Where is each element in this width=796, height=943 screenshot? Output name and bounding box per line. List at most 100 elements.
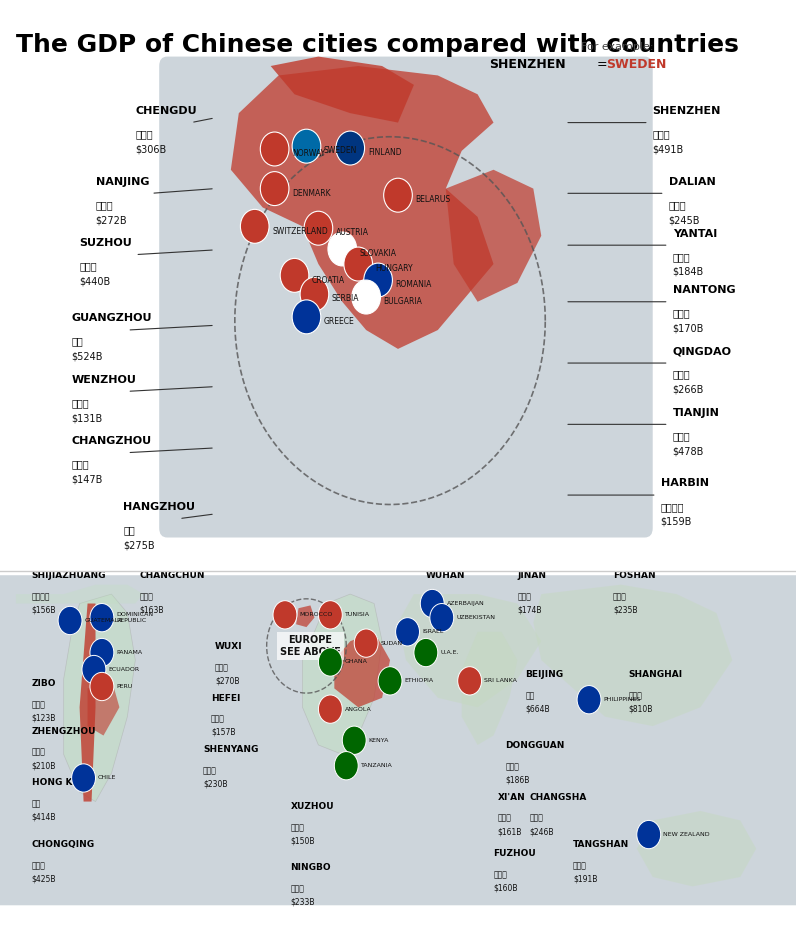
Text: ANGOLA: ANGOLA [345,706,372,712]
Text: $425B: $425B [32,874,57,884]
Circle shape [260,172,289,206]
Text: DALIAN: DALIAN [669,176,716,187]
Text: CHANGZHOU: CHANGZHOU [72,436,152,446]
Text: 南京市: 南京市 [96,200,113,210]
Text: $147B: $147B [72,474,103,485]
Circle shape [354,629,378,657]
Text: WUHAN: WUHAN [426,571,466,580]
Text: UZBEKISTAN: UZBEKISTAN [456,615,495,620]
Circle shape [72,764,96,792]
Text: PANAMA: PANAMA [116,650,142,655]
Text: 东莞市: 东莞市 [505,762,519,771]
Text: SERBIA: SERBIA [332,294,360,304]
Text: 重庆市: 重庆市 [32,861,45,870]
Text: GUATEMALA: GUATEMALA [84,618,123,623]
Text: NINGBO: NINGBO [291,863,331,872]
Text: $159B: $159B [661,517,692,527]
Text: CHANGSHA: CHANGSHA [529,792,587,802]
Text: 徐州市: 徐州市 [291,823,304,833]
Polygon shape [462,632,517,745]
Polygon shape [88,679,119,736]
Circle shape [90,604,114,632]
Polygon shape [446,170,541,302]
Text: $266B: $266B [673,385,704,395]
Text: CHENGDU: CHENGDU [135,106,197,116]
Text: 合肥市: 合肥市 [211,715,224,724]
Text: SHENZHEN: SHENZHEN [653,106,721,116]
Text: 苏州市: 苏州市 [80,261,97,272]
Text: HANGZHOU: HANGZHOU [123,502,195,512]
Text: $810B: $810B [629,704,654,714]
Text: ZIBO: ZIBO [32,679,57,688]
Text: $272B: $272B [96,215,127,225]
Text: $524B: $524B [72,352,103,362]
Text: HARBIN: HARBIN [661,478,708,488]
Text: CHANGCHUN: CHANGCHUN [139,571,205,580]
Text: SWITZERLAND: SWITZERLAND [272,226,328,236]
Text: The GDP of Chinese cities compared with countries: The GDP of Chinese cities compared with … [16,33,739,57]
Circle shape [430,604,454,632]
Text: DOMINICAN
REPUBLIC: DOMINICAN REPUBLIC [116,612,154,623]
Text: 沈阳市: 沈阳市 [203,767,217,776]
Text: 香港: 香港 [32,800,41,809]
Text: $440B: $440B [80,276,111,287]
Text: SRI LANKA: SRI LANKA [484,678,517,684]
Circle shape [292,300,321,334]
Text: $664B: $664B [525,704,550,714]
Text: $191B: $191B [573,874,598,884]
Text: AZERBAIJAN: AZERBAIJAN [447,601,484,606]
Text: 无锡市: 无锡市 [215,663,228,672]
Text: 唐山市: 唐山市 [573,861,587,870]
Polygon shape [398,594,541,707]
Text: CHONGQING: CHONGQING [32,839,95,849]
Text: 上海市: 上海市 [629,691,642,701]
Text: DONGGUAN: DONGGUAN [505,740,565,750]
Text: NANTONG: NANTONG [673,285,736,295]
Circle shape [414,638,438,667]
Polygon shape [334,632,390,707]
Circle shape [344,247,373,281]
Text: 温州市: 温州市 [72,398,89,408]
Circle shape [318,601,342,629]
Polygon shape [296,605,314,627]
Text: $170B: $170B [673,323,704,334]
Text: 宁波市: 宁波市 [291,885,304,894]
Text: SWEDEN: SWEDEN [324,146,357,156]
Text: 石家庄市: 石家庄市 [32,592,50,602]
Text: SUZHOU: SUZHOU [80,238,132,248]
Text: 天津市: 天津市 [673,431,690,441]
Text: ROMANIA: ROMANIA [396,280,432,290]
Text: 郑州市: 郑州市 [32,748,45,757]
Text: TANZANIA: TANZANIA [361,763,392,769]
Text: SHIJIAZHUANG: SHIJIAZHUANG [32,571,107,580]
Text: 杭州: 杭州 [123,525,135,536]
Text: FOSHAN: FOSHAN [613,571,656,580]
Circle shape [378,667,402,695]
Text: SWEDEN: SWEDEN [607,58,667,72]
Text: $245B: $245B [669,215,700,225]
Text: HONG KONG: HONG KONG [32,778,95,787]
Text: 长沙市: 长沙市 [529,814,543,823]
Circle shape [336,131,365,165]
Text: AUSTRIA: AUSTRIA [336,228,369,238]
Text: $324B: $324B [426,605,451,615]
Text: TUNISIA: TUNISIA [345,612,369,618]
Text: 南通市: 南通市 [673,308,690,319]
Polygon shape [271,57,414,123]
Text: 济南市: 济南市 [517,592,531,602]
FancyBboxPatch shape [159,57,653,538]
Circle shape [364,263,392,297]
Text: SUDAN: SUDAN [380,640,403,646]
Circle shape [384,178,412,212]
Text: ISRAEL: ISRAEL [422,629,443,635]
Text: $184B: $184B [673,267,704,277]
Circle shape [260,132,289,166]
Circle shape [396,618,419,646]
Text: XI'AN: XI'AN [498,792,525,802]
Text: 淄博市: 淄博市 [32,701,45,710]
Polygon shape [533,585,732,726]
Text: TIANJIN: TIANJIN [673,407,720,418]
Text: WENZHOU: WENZHOU [72,374,137,385]
Text: $478B: $478B [673,446,704,456]
Text: 长春市: 长春市 [139,592,153,602]
